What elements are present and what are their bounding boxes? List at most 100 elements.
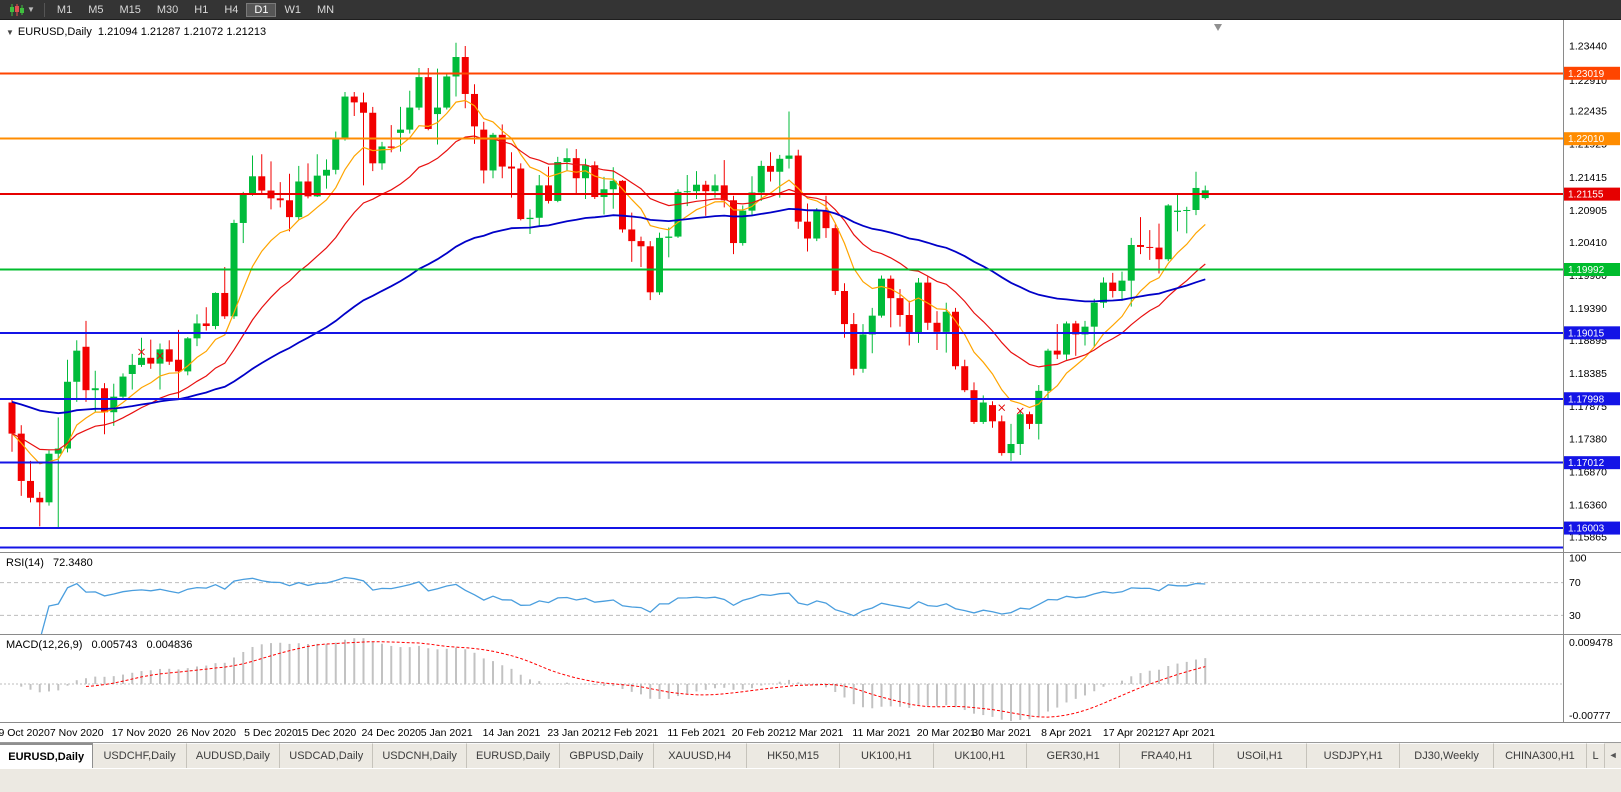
chart-tab-audusd-daily[interactable]: AUDUSD,Daily bbox=[186, 743, 281, 768]
chart-canvas[interactable]: 1.234401.229101.224351.219251.214151.209… bbox=[0, 20, 1621, 742]
price-tick-label: 1.16360 bbox=[1569, 499, 1607, 511]
price-axis: 1.234401.229101.224351.219251.214151.209… bbox=[1564, 41, 1620, 722]
date-tick-label: 26 Nov 2020 bbox=[176, 727, 236, 739]
macd-main-value: 0.005743 bbox=[91, 639, 138, 651]
rsi-indicator-title: RSI(14) 72.3480 bbox=[6, 557, 93, 569]
hline-price-label-box[interactable] bbox=[1564, 456, 1620, 470]
chart-tab-xauusd-h4[interactable]: XAUUSD,H4 bbox=[653, 743, 747, 768]
chart-tab-uk100-h1[interactable]: UK100,H1 bbox=[840, 743, 934, 768]
hline-price-label-box[interactable] bbox=[1564, 521, 1620, 535]
macd-indicator-title: MACD(12,26,9) 0.005743 0.004836 bbox=[6, 639, 192, 651]
timeframe-button-m5[interactable]: M5 bbox=[88, 4, 104, 16]
timeframe-buttons: M1 M5 M15 M30 H1 H4 D1 W1 MN bbox=[49, 0, 342, 19]
chart-tab-ger30-h1[interactable]: GER30,H1 bbox=[1026, 743, 1121, 768]
moving-average-lines bbox=[11, 99, 1206, 465]
timeframe-button-d1[interactable]: D1 bbox=[246, 3, 277, 17]
chevron-down-icon: ▼ bbox=[27, 5, 35, 14]
chart-tab-eurusd-daily[interactable]: EURUSD,Daily bbox=[466, 743, 561, 768]
rsi-axis-label: 70 bbox=[1569, 577, 1581, 589]
date-tick-label: 23 Jan 2021 bbox=[547, 727, 605, 739]
rsi-value: 72.3480 bbox=[52, 557, 93, 569]
date-tick-label: 30 Mar 2021 bbox=[972, 727, 1031, 739]
date-tick-label: 8 Apr 2021 bbox=[1041, 727, 1092, 739]
date-tick-label: 7 Nov 2020 bbox=[50, 727, 104, 739]
tab-scroll-left-icon[interactable]: ◄ bbox=[1608, 750, 1618, 760]
hline-price-label-box[interactable] bbox=[1564, 187, 1620, 201]
chart-tab-gbpusd-daily[interactable]: GBPUSD,Daily bbox=[560, 743, 654, 768]
timeframe-button-h4[interactable]: H4 bbox=[224, 4, 239, 16]
date-tick-label: 5 Jan 2021 bbox=[421, 727, 473, 739]
chart-tab-bar: EURUSD,Daily USDCHF,Daily AUDUSD,Daily USDC… bbox=[0, 742, 1621, 768]
chart-tab-eurusd-daily[interactable]: EURUSD,Daily bbox=[0, 743, 94, 768]
rsi-line bbox=[40, 576, 1206, 634]
price-tick-label: 1.17380 bbox=[1569, 433, 1607, 445]
date-tick-label: 20 Mar 2021 bbox=[917, 727, 976, 739]
timeframe-toolbar: ▼ M1 M5 M15 M30 H1 H4 D1 W1 MN bbox=[0, 0, 1621, 20]
hline-price-label-box[interactable] bbox=[1564, 66, 1620, 80]
date-tick-label: 5 Dec 2020 bbox=[244, 727, 298, 739]
macd-label: MACD(12,26,9) bbox=[6, 639, 83, 651]
timeframe-button-w1[interactable]: W1 bbox=[284, 4, 301, 16]
status-bar bbox=[0, 768, 1621, 792]
rsi-pane bbox=[0, 576, 1563, 634]
date-tick-label: 17 Nov 2020 bbox=[112, 727, 172, 739]
price-tick-label: 1.23440 bbox=[1569, 41, 1607, 53]
date-tick-label: 15 Dec 2020 bbox=[297, 727, 357, 739]
chart-shift-marker[interactable] bbox=[1214, 24, 1222, 31]
date-tick-label: 2 Mar 2021 bbox=[790, 727, 843, 739]
chart-tab-dj30-weekly[interactable]: DJ30,Weekly bbox=[1400, 743, 1494, 768]
date-tick-label: 14 Jan 2021 bbox=[483, 727, 541, 739]
date-tick-label: 27 Apr 2021 bbox=[1158, 727, 1215, 739]
rsi-axis-label: 30 bbox=[1569, 610, 1581, 622]
chart-tab-usdcad-daily[interactable]: USDCAD,Daily bbox=[280, 743, 374, 768]
horizontal-line-objects bbox=[0, 72, 1563, 549]
chart-tab-uk100-h1[interactable]: UK100,H1 bbox=[933, 743, 1027, 768]
hline-price-label-box[interactable] bbox=[1564, 326, 1620, 340]
chart-tab-usdcnh-daily[interactable]: USDCNH,Daily bbox=[373, 743, 467, 768]
candles bbox=[8, 42, 1209, 527]
chart-type-button[interactable]: ▼ bbox=[4, 0, 40, 19]
timeframe-button-h1[interactable]: H1 bbox=[194, 4, 209, 16]
date-tick-label: 11 Mar 2021 bbox=[852, 727, 910, 739]
ma-line-9 bbox=[11, 99, 1206, 465]
date-tick-label: 24 Dec 2020 bbox=[361, 727, 421, 739]
hline-price-label-box[interactable] bbox=[1564, 132, 1620, 146]
chart-ohlc-values: 1.21094 1.21287 1.21072 1.21213 bbox=[97, 26, 267, 38]
chart-tab-partial[interactable]: L bbox=[1587, 743, 1606, 768]
date-tick-label: 29 Oct 2020 bbox=[0, 727, 50, 739]
chart-tab-usdchf-daily[interactable]: USDCHF,Daily bbox=[93, 743, 187, 768]
price-tick-label: 1.21415 bbox=[1569, 172, 1607, 184]
hline-price-label: 1.16003 bbox=[1568, 524, 1605, 535]
hline-price-label-box[interactable] bbox=[1564, 392, 1620, 406]
chart-window: 1.234401.229101.224351.219251.214151.209… bbox=[0, 20, 1621, 742]
timeframe-button-m15[interactable]: M15 bbox=[119, 4, 141, 16]
chart-tab-usoil-h1[interactable]: USOil,H1 bbox=[1213, 743, 1308, 768]
main-price-pane bbox=[8, 42, 1209, 527]
hline-price-label: 1.21155 bbox=[1568, 190, 1604, 201]
timeframe-button-m1[interactable]: M1 bbox=[56, 4, 73, 16]
price-tick-label: 1.18385 bbox=[1569, 368, 1607, 380]
ma-line-20 bbox=[11, 135, 1206, 451]
macd-axis-top-label: 0.009478 bbox=[1569, 637, 1613, 649]
hline-price-label: 1.23019 bbox=[1568, 69, 1605, 80]
hline-price-label: 1.17012 bbox=[1568, 458, 1605, 469]
hline-price-label: 1.19015 bbox=[1568, 328, 1605, 339]
chart-tab-fra40-h1[interactable]: FRA40,H1 bbox=[1120, 743, 1214, 768]
chart-tab-hk50-m15[interactable]: HK50,M15 bbox=[746, 743, 841, 768]
rsi-axis-label: 100 bbox=[1569, 553, 1587, 565]
chart-tab-china300-h1[interactable]: CHINA300,H1 bbox=[1493, 743, 1588, 768]
chart-tab-usdjpy-h1[interactable]: USDJPY,H1 bbox=[1307, 743, 1401, 768]
triangle-down-icon[interactable]: ▼ bbox=[6, 28, 14, 37]
chart-background bbox=[0, 20, 1621, 742]
candlestick-chart-icon bbox=[10, 3, 24, 16]
hline-price-label-box[interactable] bbox=[1564, 262, 1620, 276]
price-tick-label: 1.22435 bbox=[1569, 106, 1607, 118]
timeframe-button-mn[interactable]: MN bbox=[316, 4, 335, 16]
timeframe-button-m30[interactable]: M30 bbox=[156, 4, 179, 16]
macd-signal-line bbox=[85, 641, 1206, 718]
macd-signal-value: 0.004836 bbox=[146, 639, 193, 651]
price-tick-label: 1.19390 bbox=[1569, 303, 1607, 315]
price-tick-label: 1.20905 bbox=[1569, 205, 1607, 217]
date-tick-label: 17 Apr 2021 bbox=[1103, 727, 1160, 739]
